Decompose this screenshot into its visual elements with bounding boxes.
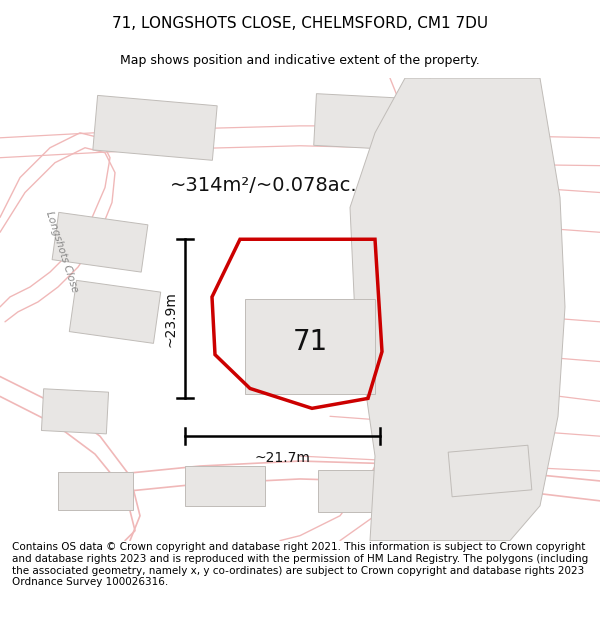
Polygon shape	[245, 299, 375, 394]
Text: ~21.7m: ~21.7m	[254, 451, 310, 465]
Text: ~23.9m: ~23.9m	[164, 291, 178, 347]
Polygon shape	[58, 472, 133, 510]
Polygon shape	[52, 213, 148, 272]
Polygon shape	[185, 466, 265, 506]
Polygon shape	[69, 281, 161, 343]
Polygon shape	[93, 96, 217, 160]
Text: 71, LONGSHOTS CLOSE, CHELMSFORD, CM1 7DU: 71, LONGSHOTS CLOSE, CHELMSFORD, CM1 7DU	[112, 16, 488, 31]
Text: ~314m²/~0.078ac.: ~314m²/~0.078ac.	[170, 176, 358, 195]
Polygon shape	[448, 445, 532, 497]
Text: Map shows position and indicative extent of the property.: Map shows position and indicative extent…	[120, 54, 480, 68]
Polygon shape	[314, 94, 446, 152]
Polygon shape	[41, 389, 109, 434]
Text: 71: 71	[292, 328, 328, 356]
Text: Longshots Close: Longshots Close	[44, 211, 80, 294]
Polygon shape	[317, 470, 403, 512]
Text: Contains OS data © Crown copyright and database right 2021. This information is : Contains OS data © Crown copyright and d…	[12, 542, 588, 587]
Polygon shape	[350, 78, 565, 541]
